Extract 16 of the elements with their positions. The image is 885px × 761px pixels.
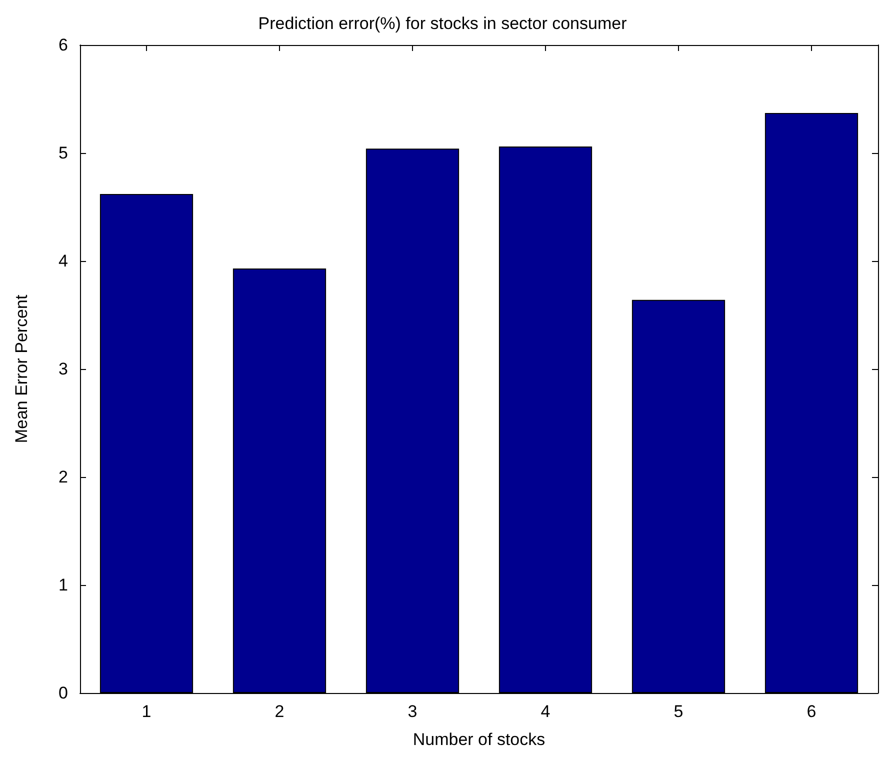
x-tick-label: 4	[540, 702, 550, 721]
y-tick-label: 1	[58, 576, 68, 594]
x-tick-label: 6	[806, 702, 816, 721]
y-axis-title: Mean Error Percent	[12, 294, 31, 444]
x-tick-label: 3	[408, 702, 418, 721]
y-tick-label: 4	[58, 252, 68, 270]
y-tick-label: 3	[58, 360, 68, 378]
x-tick-label: 1	[142, 702, 152, 721]
x-tick-label: 2	[274, 702, 284, 721]
x-axis-title: Number of stocks	[412, 730, 546, 749]
y-tick-label: 5	[58, 144, 68, 162]
chart-title: Prediction error(%) for stocks in sector consumer	[258, 14, 628, 33]
y-tick-label: 2	[58, 468, 68, 486]
y-tick-label: 6	[58, 36, 68, 54]
x-tick-label: 5	[674, 702, 684, 721]
y-tick-label: 0	[58, 684, 68, 702]
